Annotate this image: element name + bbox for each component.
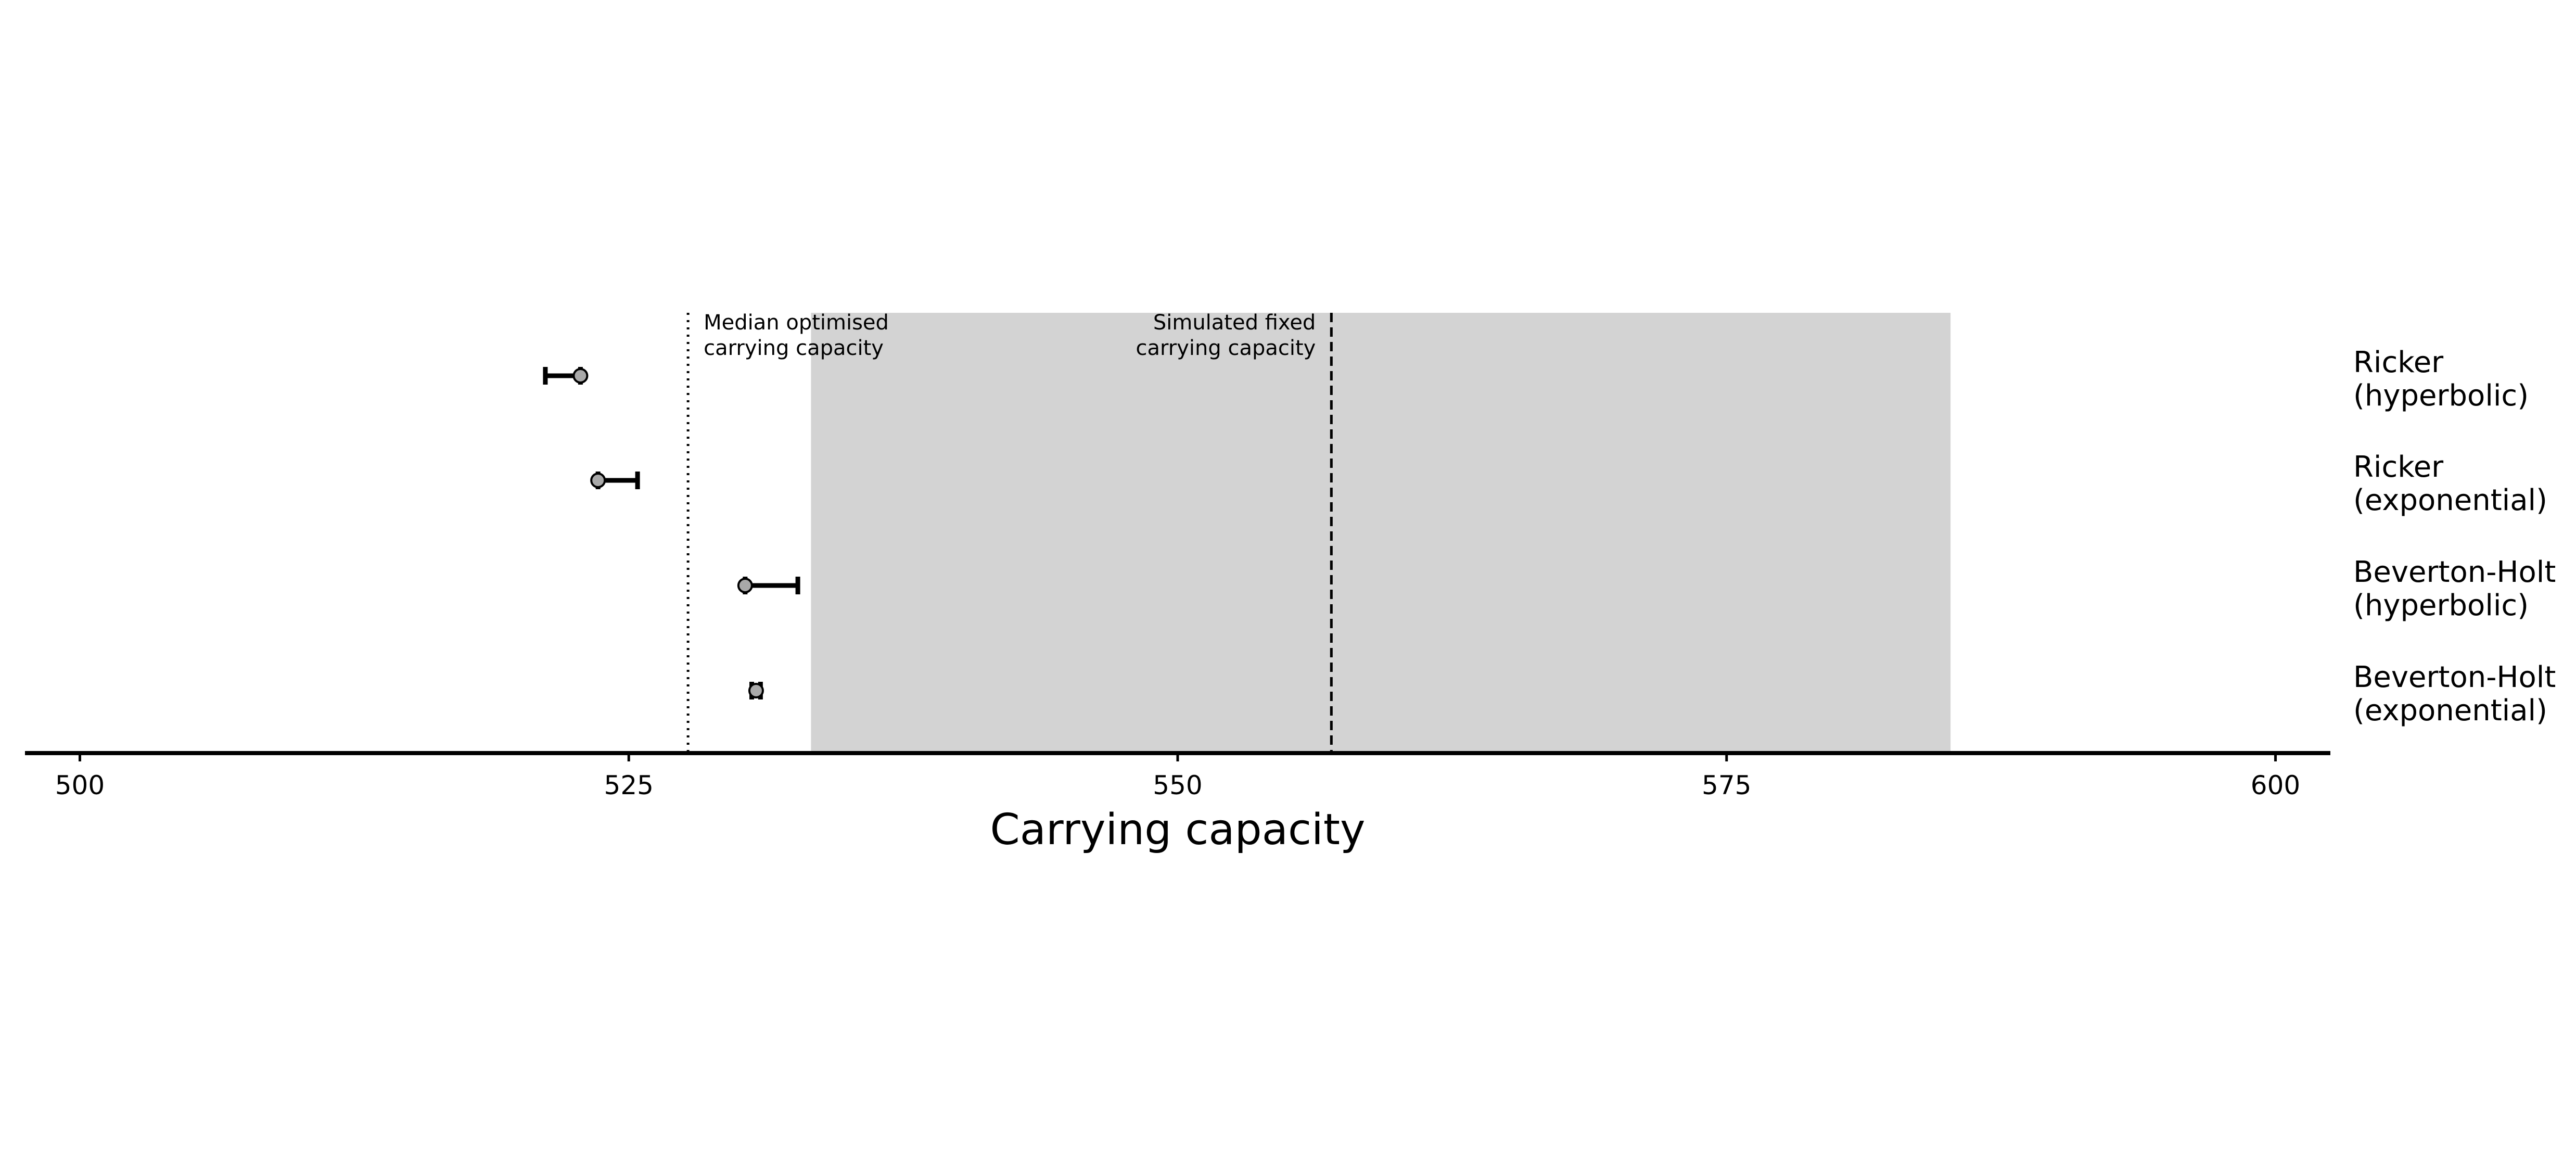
category-labels: Ricker(hyperbolic)Ricker(exponential)Bev… <box>2353 346 2556 728</box>
x-tick-label: 600 <box>2251 770 2300 800</box>
x-tick-label: 525 <box>604 770 654 800</box>
category-label: (hyperbolic) <box>2353 379 2529 413</box>
reference-line-label: Simulated fixed <box>1153 311 1316 335</box>
error-bars <box>543 367 800 699</box>
reference-line-label: carrying capacity <box>1136 336 1316 360</box>
error-bar <box>590 472 640 489</box>
category-label: Beverton-Holt <box>2353 660 2556 694</box>
reference-line-label: carrying capacity <box>704 336 884 360</box>
shaded-band <box>811 313 1951 753</box>
category-label: Ricker <box>2353 450 2444 484</box>
point-estimate <box>748 683 764 698</box>
x-tick-label: 500 <box>55 770 105 800</box>
error-bar <box>543 367 589 385</box>
x-tick-label: 550 <box>1153 770 1202 800</box>
category-label: (exponential) <box>2353 694 2547 728</box>
error-bar <box>748 682 764 699</box>
x-axis-title: Carrying capacity <box>990 805 1365 855</box>
reference-line-label: Median optimised <box>704 311 889 335</box>
category-label: (exponential) <box>2353 483 2547 517</box>
category-label: (hyperbolic) <box>2353 589 2529 622</box>
x-axis: 500 525 550 575 600 Carrying capacity <box>25 751 2330 855</box>
band-layer <box>811 313 1951 753</box>
category-label: Beverton-Holt <box>2353 555 2556 589</box>
error-bar <box>737 577 800 594</box>
point-estimate <box>590 473 606 488</box>
category-label: Ricker <box>2353 346 2444 379</box>
point-estimate <box>737 578 753 593</box>
point-estimate <box>572 368 589 384</box>
x-tick-label: 575 <box>1702 770 1751 800</box>
